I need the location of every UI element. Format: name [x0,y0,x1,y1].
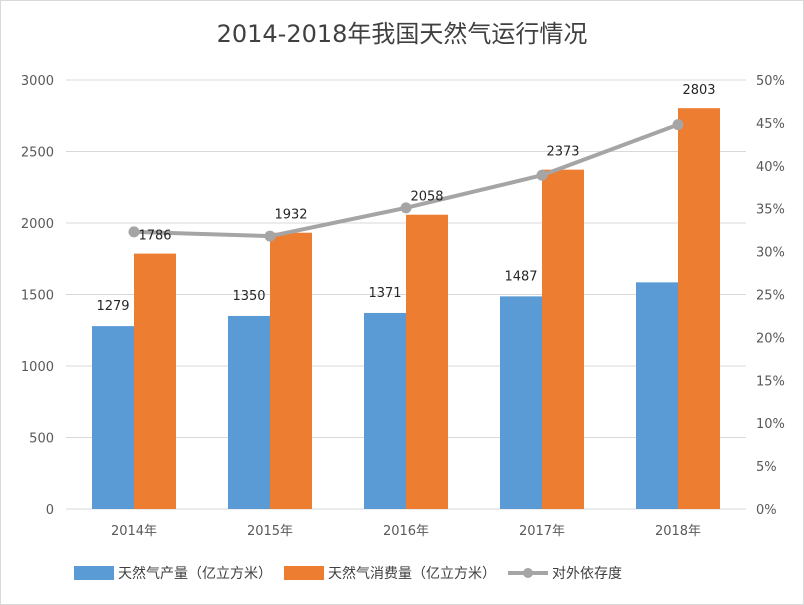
y-left-tick-label: 2000 [21,217,54,232]
x-tick-label: 2016年 [383,524,429,539]
y-right-tick-label: 35% [756,203,785,218]
y-right-tick-label: 20% [756,331,785,346]
bar-production [636,282,678,509]
chart-title: 2014-2018年我国天然气运行情况 [216,20,588,48]
y-left-tick-label: 2500 [21,146,54,161]
line-point [264,230,276,242]
y-left-tick-label: 1500 [21,289,54,304]
y-right-tick-label: 15% [756,374,785,389]
y-right-tick-label: 50% [756,74,785,89]
line-point [400,202,412,214]
y-right-tick-label: 25% [756,289,785,304]
x-tick-label: 2018年 [655,524,701,539]
line-point [128,226,140,238]
data-label: 2803 [682,83,715,98]
bar-production [364,312,406,509]
bar-production [228,315,270,509]
line-point [672,119,684,131]
data-label: 2058 [410,190,443,205]
y-left-tick-label: 0 [46,503,54,518]
data-label: 1487 [504,269,537,284]
legend-label: 对外依存度 [552,566,622,582]
legend-label: 天然气产量（亿立方米） [118,565,272,582]
x-tick-label: 2015年 [247,524,293,539]
legend-label: 天然气消费量（亿立方米） [328,565,496,582]
y-left-tick-label: 500 [29,432,54,447]
y-right-tick-label: 30% [756,246,785,261]
data-label: 1786 [138,229,171,244]
y-right-tick-label: 5% [756,460,777,475]
y-right-tick-label: 45% [756,117,785,132]
data-label: 1371 [368,286,401,301]
legend-swatch-0 [74,566,114,580]
x-tick-label: 2017年 [519,524,565,539]
bar-consumption [406,214,448,509]
line-point [536,169,548,181]
y-left-tick-label: 1000 [21,360,54,375]
data-label: 1350 [232,289,265,304]
bar-production [500,296,542,509]
x-tick-label: 2014年 [111,524,157,539]
legend-swatch-1 [284,566,324,580]
y-left-tick-label: 3000 [21,74,54,89]
bar-consumption [270,232,312,509]
bar-consumption [134,253,176,509]
y-right-tick-label: 0% [756,503,777,518]
data-label: 1279 [96,299,129,314]
data-label: 2373 [546,145,579,160]
y-right-tick-label: 10% [756,417,785,432]
bar-production [92,326,134,509]
data-label: 1932 [274,208,307,223]
y-right-tick-label: 40% [756,160,785,175]
legend-marker [523,568,533,578]
bar-consumption [542,169,584,509]
bar-consumption [678,108,720,510]
